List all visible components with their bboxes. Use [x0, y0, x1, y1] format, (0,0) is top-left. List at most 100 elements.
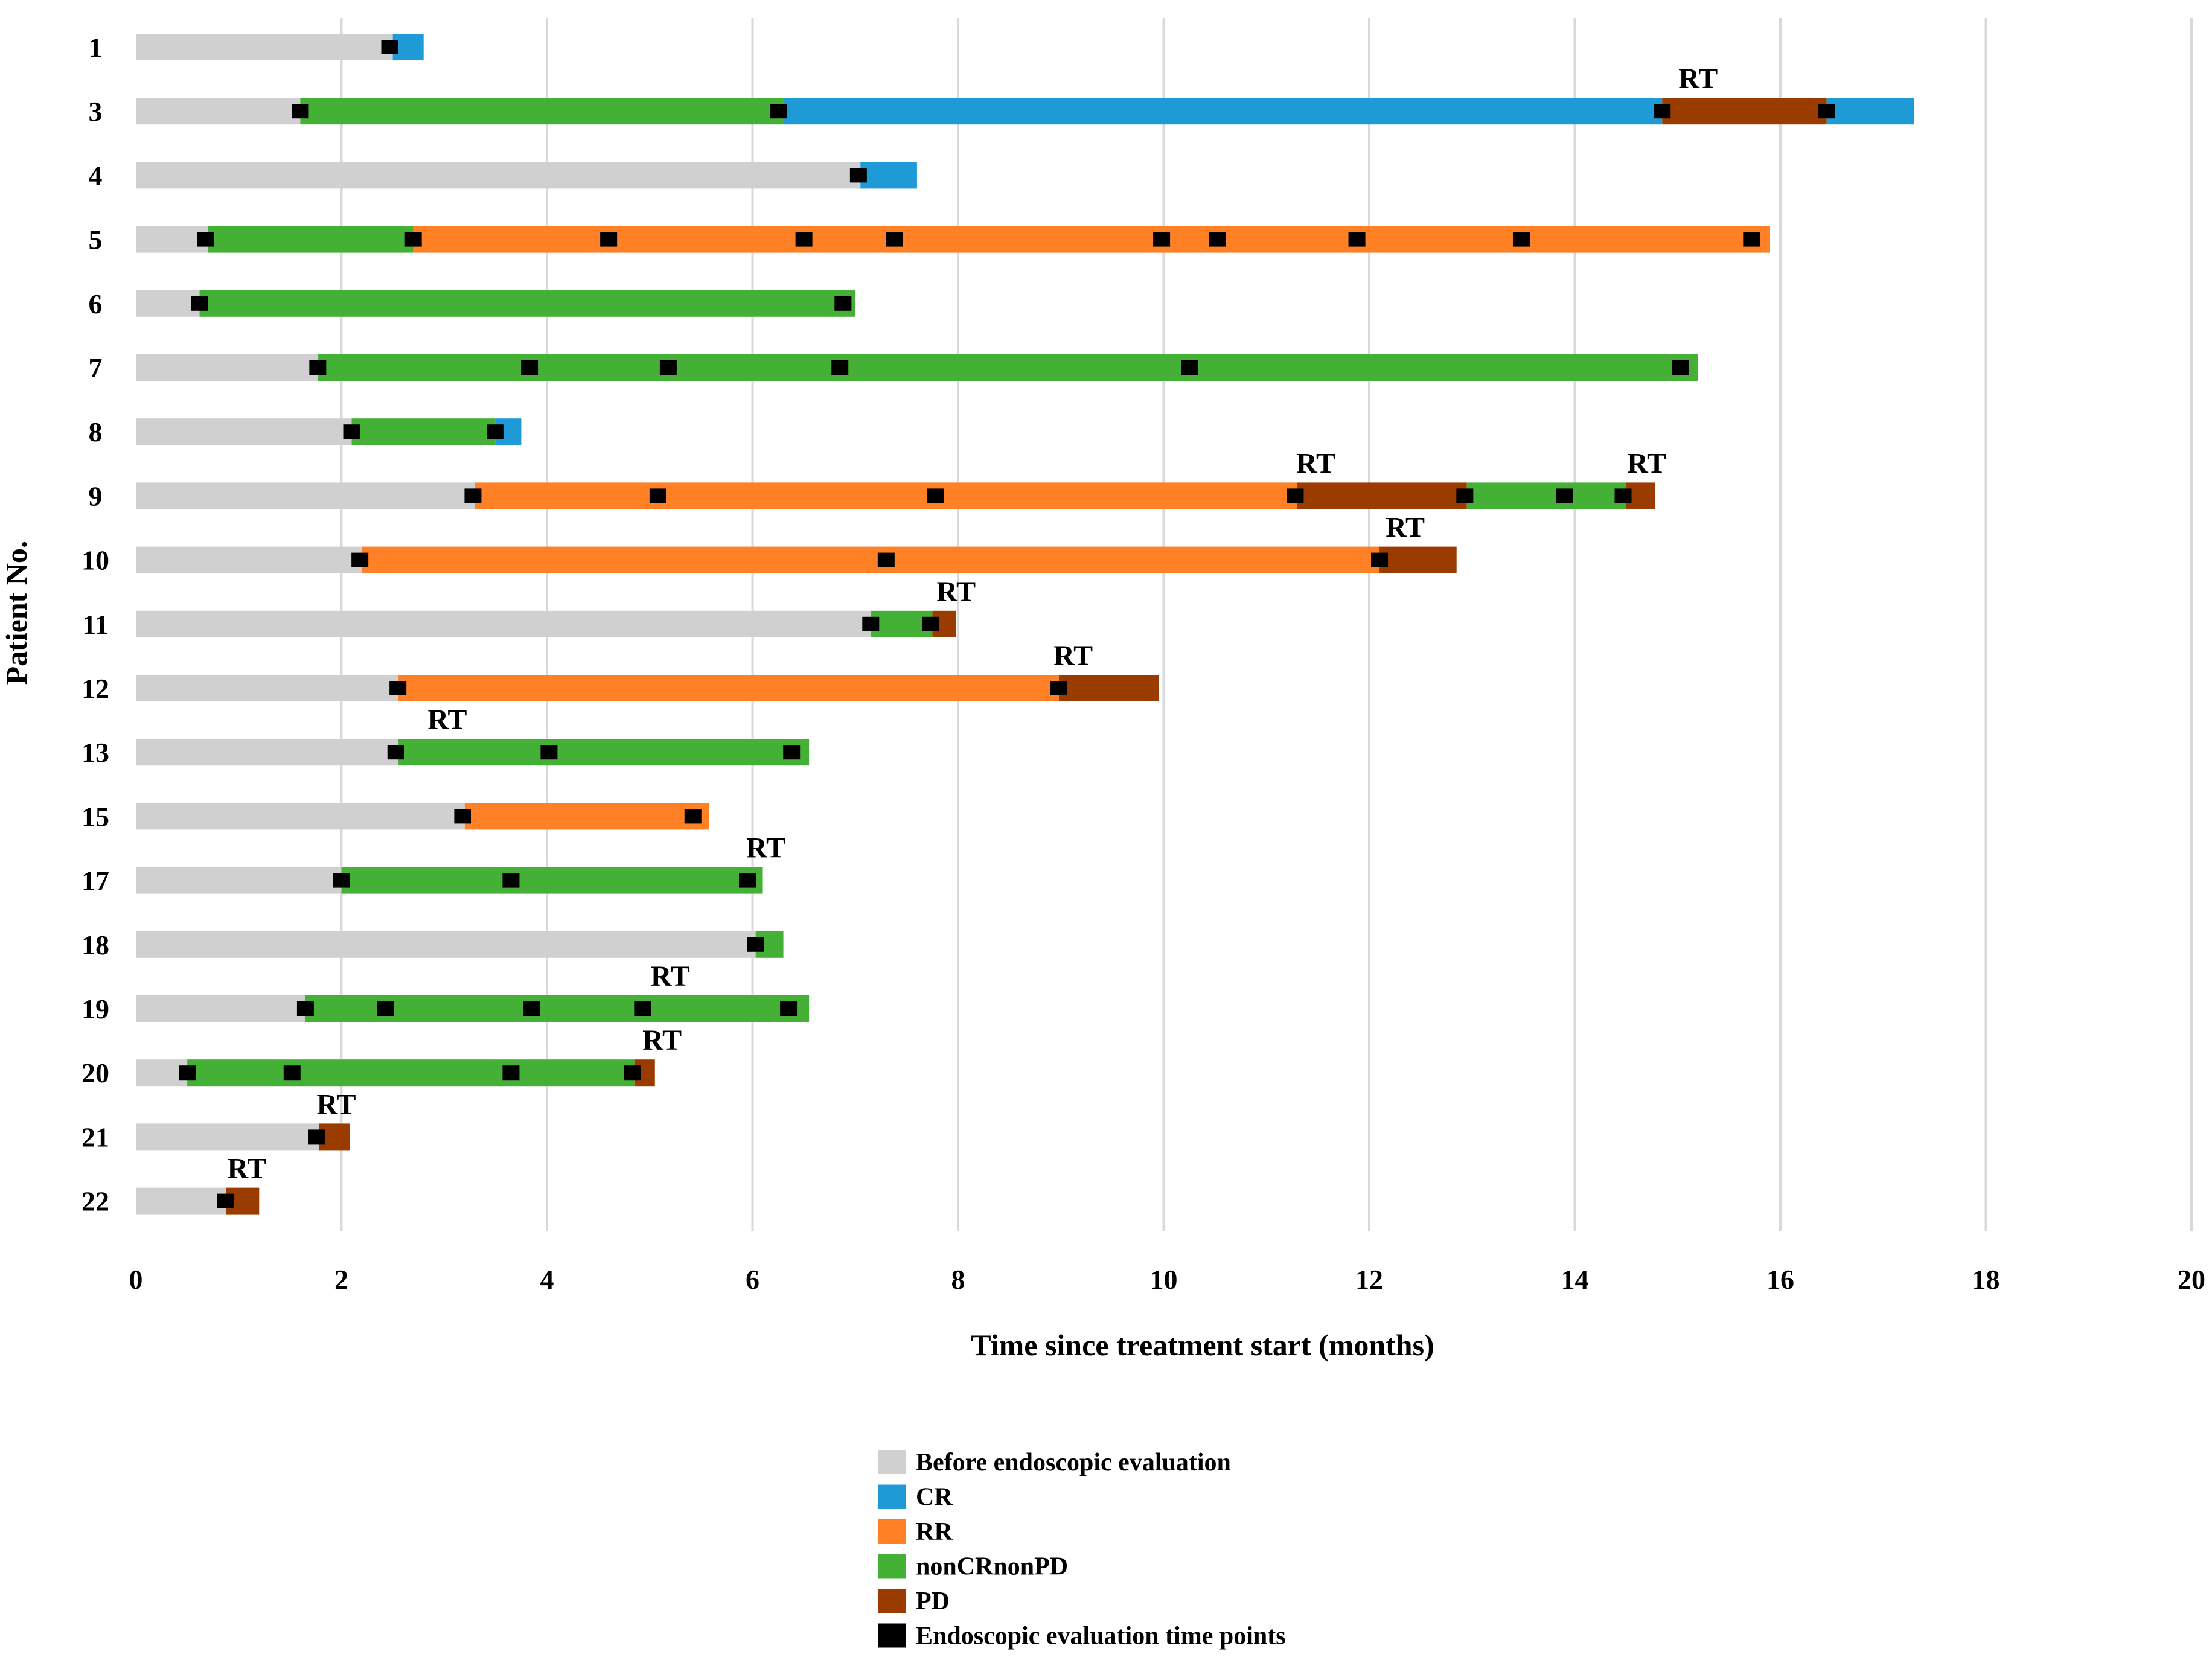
y-tick-label: 11	[82, 609, 108, 640]
evaluation-marker	[649, 488, 666, 503]
bar-segment-before	[136, 162, 861, 189]
rt-label: RT	[1678, 63, 1718, 95]
evaluation-marker	[1556, 488, 1573, 503]
rt-label: RT	[936, 576, 976, 608]
legend-label: CR	[916, 1484, 953, 1512]
bar-segment-before	[136, 34, 393, 60]
bar-segment-before	[136, 867, 342, 894]
evaluation-marker	[389, 681, 407, 695]
bar-segment-RR	[413, 226, 1770, 253]
x-tick-label: 18	[1972, 1264, 2000, 1295]
bar-segment-before	[136, 610, 871, 637]
bar-segment-before	[136, 931, 756, 958]
y-tick-label: 20	[82, 1058, 109, 1088]
bar-segment-CR	[1826, 98, 1914, 125]
bar-segment-CR	[783, 98, 1663, 125]
evaluation-marker	[308, 1129, 325, 1145]
bar-segment-before	[136, 1059, 188, 1087]
legend-swatch-RR	[878, 1519, 906, 1544]
y-tick-label: 18	[82, 930, 109, 960]
evaluation-markers	[179, 40, 1835, 1208]
bar-segment-nonCRnonPD	[300, 98, 784, 125]
y-tick-label: 15	[82, 801, 109, 832]
evaluation-marker	[834, 296, 852, 311]
x-tick-label: 8	[951, 1264, 965, 1295]
evaluation-marker	[197, 232, 214, 247]
legend-swatch-before	[878, 1450, 906, 1474]
evaluation-marker	[831, 360, 849, 375]
rt-label: RT	[427, 704, 467, 736]
bar-segment-nonCRnonPD	[351, 418, 496, 445]
evaluation-marker	[540, 745, 558, 760]
bar-segment-before	[136, 482, 475, 509]
y-tick-label: 13	[82, 737, 109, 768]
x-tick-label: 6	[746, 1264, 759, 1295]
evaluation-marker	[600, 232, 618, 247]
evaluation-marker	[283, 1065, 301, 1081]
bar-segment-before	[136, 995, 305, 1022]
bar-segment-before	[136, 290, 200, 317]
evaluation-marker	[296, 1001, 314, 1016]
bar-segment-nonCRnonPD	[187, 1059, 635, 1087]
bar-segment-nonCRnonPD	[341, 867, 763, 894]
legend-swatch-nonCRnonPD	[878, 1554, 906, 1579]
bar-segment-nonCRnonPD	[199, 290, 855, 317]
evaluation-marker	[1050, 681, 1067, 695]
bar-segment-before	[136, 1123, 319, 1151]
evaluation-marker	[343, 424, 360, 439]
y-tick-label: 5	[89, 225, 103, 255]
x-axis-ticks: 0 2 4 6 8 10 12 14 16 18 20	[129, 1264, 2206, 1295]
evaluation-marker	[795, 232, 813, 247]
evaluation-marker	[922, 616, 939, 631]
y-tick-label: 21	[82, 1122, 109, 1152]
evaluation-marker	[179, 1065, 196, 1081]
evaluation-marker	[1348, 232, 1366, 247]
y-axis-title: Patient No.	[0, 541, 33, 685]
evaluation-marker	[292, 104, 309, 119]
evaluation-marker	[783, 745, 801, 760]
evaluation-marker	[659, 360, 677, 375]
legend-label: Endoscopic evaluation time points	[916, 1623, 1286, 1650]
x-tick-label: 14	[1561, 1264, 1589, 1295]
evaluation-marker	[1287, 488, 1304, 503]
evaluation-marker	[927, 488, 944, 503]
evaluation-marker	[1614, 488, 1632, 503]
evaluation-marker	[1209, 232, 1226, 247]
bar-segment-PD	[1379, 546, 1457, 573]
evaluation-marker	[780, 1001, 798, 1016]
evaluation-marker	[1818, 104, 1835, 119]
y-tick-label: 8	[89, 417, 103, 447]
legend-label: nonCRnonPD	[916, 1553, 1068, 1581]
evaluation-marker	[1181, 360, 1198, 375]
bar-segment-PD	[1662, 98, 1827, 125]
bar-segment-nonCRnonPD	[208, 226, 414, 253]
rt-label: RT	[746, 832, 785, 864]
x-tick-label: 0	[129, 1264, 143, 1295]
y-tick-label: 1	[89, 32, 103, 63]
evaluation-marker	[309, 360, 327, 375]
evaluation-marker	[624, 1065, 641, 1081]
evaluation-marker	[1512, 232, 1530, 247]
y-tick-label: 7	[89, 353, 103, 383]
rt-label: RT	[1296, 447, 1335, 479]
evaluation-marker	[862, 616, 880, 631]
y-tick-label: 4	[89, 160, 103, 191]
evaluation-marker	[502, 873, 520, 888]
bar-segment-RR	[362, 546, 1380, 573]
evaluation-marker	[351, 552, 369, 567]
evaluation-marker	[1672, 360, 1689, 375]
evaluation-marker	[1743, 232, 1760, 247]
legend-swatch-CR	[878, 1484, 906, 1509]
evaluation-marker	[404, 232, 422, 247]
bar-segment-PD	[1297, 482, 1467, 509]
evaluation-marker	[454, 809, 471, 824]
evaluation-marker	[381, 40, 398, 54]
bars	[136, 34, 1914, 1215]
y-tick-label: 3	[89, 96, 103, 127]
bar-segment-before	[136, 546, 362, 573]
rt-label: RT	[1386, 512, 1425, 544]
evaluation-marker	[333, 873, 350, 888]
evaluation-marker	[770, 104, 787, 119]
